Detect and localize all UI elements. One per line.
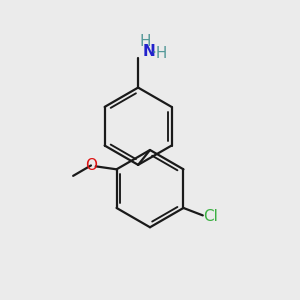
Text: Cl: Cl (203, 209, 218, 224)
Text: H: H (140, 34, 151, 49)
Text: N: N (142, 44, 155, 59)
Text: ·H: ·H (152, 46, 168, 61)
Text: O: O (85, 158, 97, 173)
